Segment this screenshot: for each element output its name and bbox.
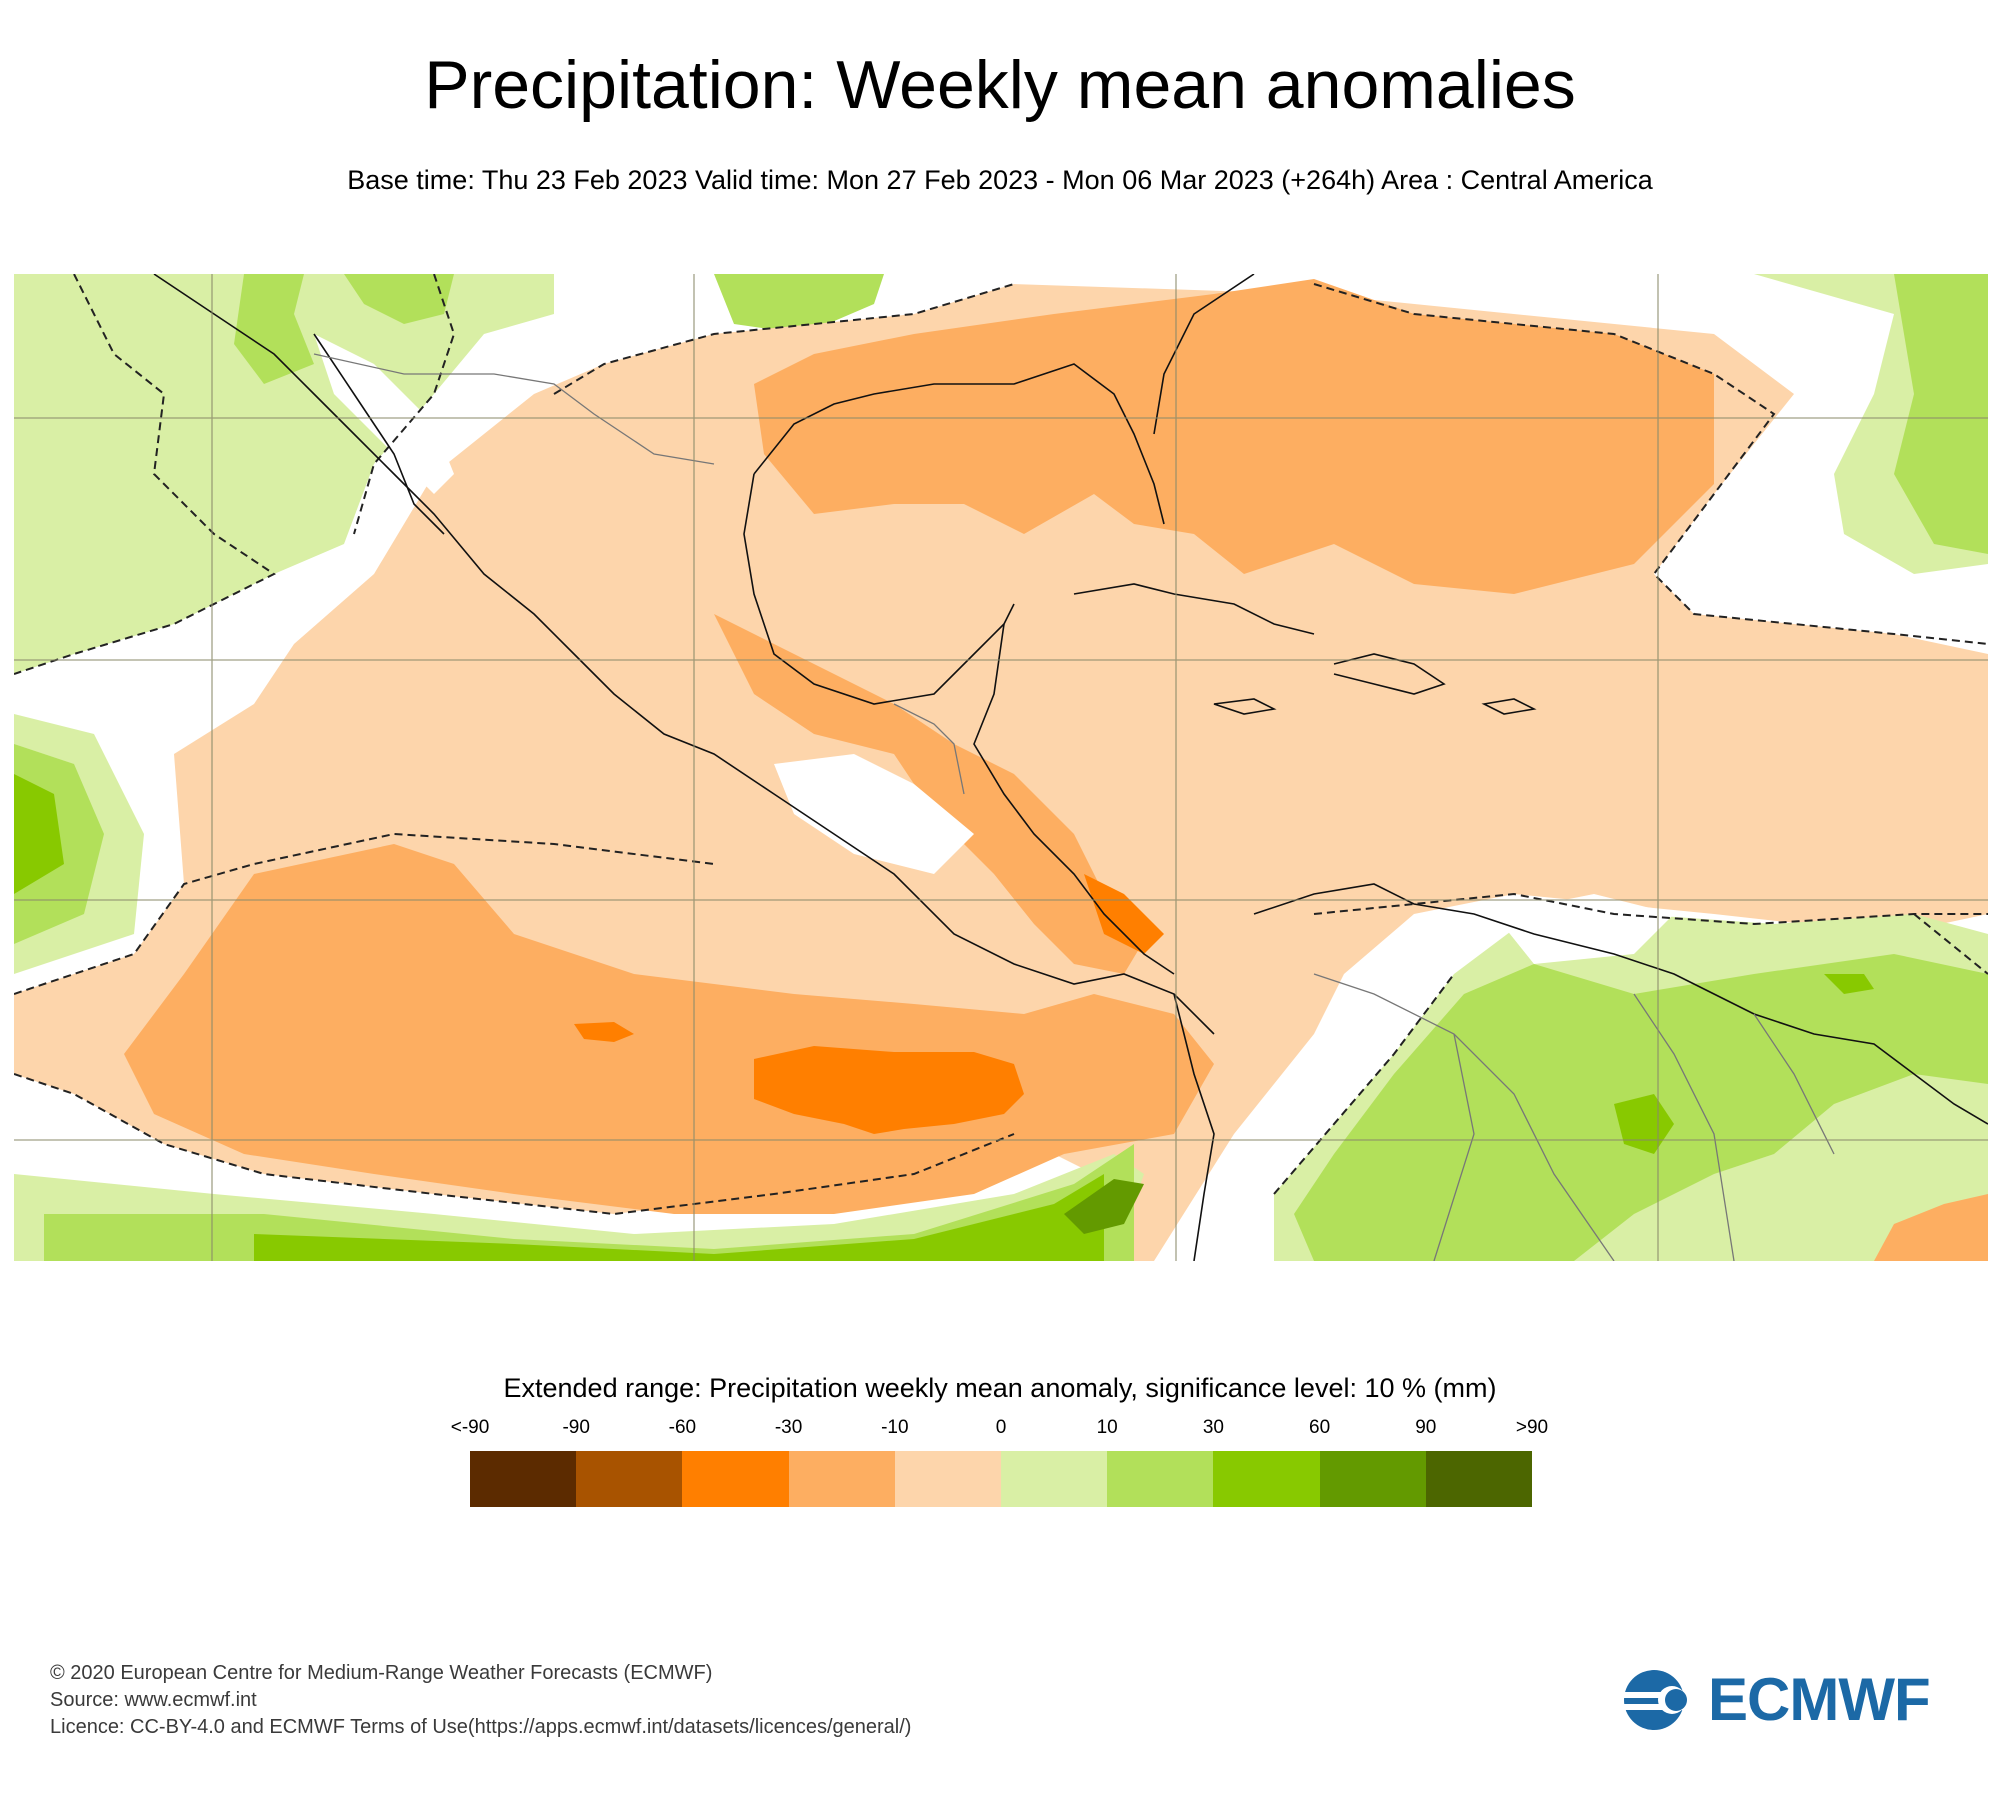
legend-tick-label: 30 <box>1202 1417 1224 1438</box>
anomaly-region-pos-mid-south <box>44 1144 1134 1261</box>
legend-swatch <box>576 1451 683 1507</box>
legend-tick-label: -90 <box>562 1417 590 1438</box>
anomaly-region-neg-se <box>1874 1194 1988 1261</box>
legend-swatch <box>1425 1451 1533 1507</box>
map-canvas <box>14 274 1988 1261</box>
legend-colorbar <box>470 1451 1533 1507</box>
legend-swatch <box>470 1451 577 1507</box>
legend-swatch <box>894 1451 1002 1507</box>
legend-tick-label: 10 <box>1096 1417 1118 1438</box>
legend-tick-label: -30 <box>774 1417 803 1438</box>
footer-copyright: © 2020 European Centre for Medium-Range … <box>50 1662 713 1684</box>
anomaly-region-pos-mid-nw <box>234 274 314 384</box>
coastlines <box>153 274 1988 1261</box>
footer-credits: © 2020 European Centre for Medium-Range … <box>50 1660 911 1741</box>
legend-tick-label: 90 <box>1415 1417 1437 1438</box>
legend-tick-label: -60 <box>668 1417 697 1438</box>
chart-subtitle: Base time: Thu 23 Feb 2023 Valid time: M… <box>347 165 1653 195</box>
footer-source: Source: www.ecmwf.int <box>50 1689 257 1711</box>
anomaly-region-pos-west-edge-dark <box>14 774 64 894</box>
anomaly-map <box>14 274 1988 1261</box>
nonsignificant-area-caribbean <box>1494 894 1674 964</box>
anomaly-region-pos-dark-sa <box>1614 1094 1674 1154</box>
legend-tick-label: -10 <box>881 1417 909 1438</box>
anomaly-region-pos-darkest-south <box>1064 1179 1144 1234</box>
anomaly-region-pos-dark-sa2 <box>1824 974 1874 994</box>
chart-title: Precipitation: Weekly mean anomalies <box>424 47 1576 123</box>
anomaly-region-pos-mid-ne <box>1894 274 1988 554</box>
anomaly-region-pos-dark-south <box>254 1174 1104 1261</box>
anomaly-region-neg-mid-yucatan <box>714 614 1154 974</box>
legend-tick-label: >90 <box>1515 1417 1549 1438</box>
anomaly-region-neg-strong-panama <box>1084 874 1164 954</box>
legend-tick-label: <-90 <box>450 1417 490 1438</box>
anomaly-region-neg-mid-atlantic <box>754 279 1714 594</box>
legend-swatch <box>1319 1451 1426 1507</box>
country-borders <box>313 353 1835 1261</box>
nonsignificant-area-pacific <box>774 754 974 874</box>
footer-licence: Licence: CC-BY-4.0 and ECMWF Terms of Us… <box>50 1716 912 1738</box>
legend-title: Extended range: Precipitation weekly mea… <box>503 1373 1497 1403</box>
anomaly-region-pos-mid-nw2 <box>344 274 454 324</box>
legend-swatch <box>682 1451 789 1507</box>
legend-tick-label: 0 <box>995 1417 1007 1438</box>
legend-tick-labels: <-90 -90 -60 -30 -10 0 10 30 60 90 >90 <box>0 1415 2000 1441</box>
ecmwf-logo: ECMWF <box>1622 1665 1952 1735</box>
legend-swatch <box>1001 1451 1108 1507</box>
ecmwf-logo-icon <box>1622 1670 1698 1730</box>
legend-tick-label: 60 <box>1309 1417 1331 1438</box>
legend-swatch <box>1213 1451 1320 1507</box>
anomaly-region-neg-strong-islet <box>574 1022 634 1042</box>
significance-contours <box>14 274 1988 1216</box>
nonsignificant-area-baja <box>314 334 454 494</box>
anomaly-region-neg-strong-pacific <box>754 1046 1024 1134</box>
legend-swatch <box>1107 1451 1214 1507</box>
anomaly-region-pos-mid-gulf-top <box>714 274 884 334</box>
ecmwf-logo-text: ECMWF <box>1708 1666 1931 1733</box>
legend-swatch <box>788 1451 895 1507</box>
lat-lon-grid <box>14 274 1988 1261</box>
